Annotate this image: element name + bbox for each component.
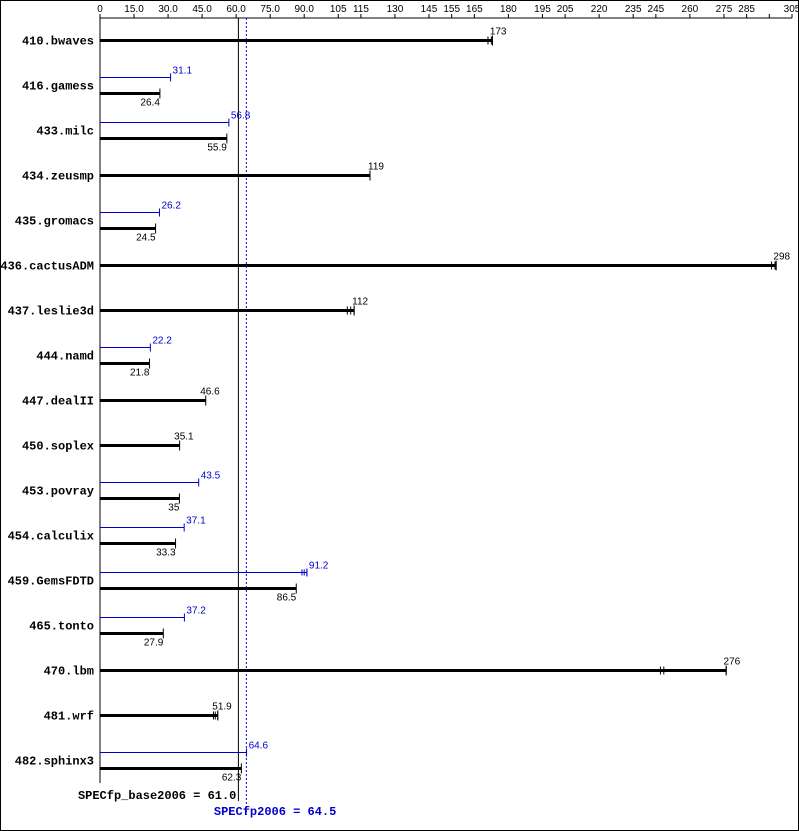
axis-tick-label: 15.0 <box>124 4 144 15</box>
benchmark-label: 435.gromacs <box>15 215 94 229</box>
benchmark-row: 410.bwaves 173 <box>22 27 507 49</box>
benchmark-label: 453.povray <box>22 485 94 499</box>
benchmark-label: 444.namd <box>36 350 94 364</box>
axis-tick-label: 105 <box>330 4 347 15</box>
benchmark-row: 447.dealII 46.6 <box>22 387 220 409</box>
peak-value: 37.2 <box>186 606 206 617</box>
benchmark-row: 444.namd 22.2 21.8 <box>36 336 172 379</box>
benchmark-label: 416.gamess <box>22 80 94 94</box>
benchmark-label: 410.bwaves <box>22 35 94 49</box>
base-value: 51.9 <box>212 702 232 713</box>
benchmark-row: 470.lbm 276 <box>44 657 741 679</box>
base-value: 86.5 <box>277 593 297 604</box>
ref-label-base: SPECfp_base2006 = 61.0 <box>78 789 236 803</box>
benchmark-row: 482.sphinx3 64.6 62.3 <box>15 741 269 784</box>
peak-value: 26.2 <box>161 201 181 212</box>
axis-tick-label: 275 <box>716 4 733 15</box>
benchmark-row: 481.wrf 51.9 <box>44 702 233 724</box>
base-value: 119 <box>368 162 384 173</box>
axis-tick-label: 285 <box>738 4 755 15</box>
benchmark-row: 454.calculix 37.1 33.3 <box>8 516 206 559</box>
x-axis: 0 15.0 30.0 45.0 60.0 75.0 90.0 105 115 130 145 155… <box>97 4 799 18</box>
benchmark-label: 436.cactusADM <box>0 260 94 274</box>
axis-tick-label: 235 <box>625 4 642 15</box>
axis-tick-label: 165 <box>466 4 483 15</box>
axis-tick-label: 130 <box>387 4 404 15</box>
axis-tick-label: 155 <box>443 4 460 15</box>
base-value: 27.9 <box>144 638 164 649</box>
benchmark-row: 465.tonto 37.2 27.9 <box>29 606 206 649</box>
axis-tick-label: 145 <box>421 4 438 15</box>
axis-tick-label: 195 <box>534 4 551 15</box>
base-value: 46.6 <box>200 387 220 398</box>
axis-tick-label: 220 <box>591 4 608 15</box>
peak-value: 31.1 <box>173 66 193 77</box>
axis-tick-label: 0 <box>97 4 103 15</box>
benchmark-label: 454.calculix <box>8 530 94 544</box>
benchmark-row: 416.gamess 31.1 26.4 <box>22 66 192 109</box>
base-value: 55.9 <box>207 143 227 154</box>
figure-border <box>1 1 799 831</box>
benchmark-row: 459.GemsFDTD 91.2 86.5 <box>8 561 329 604</box>
axis-tick-label: 45.0 <box>192 4 212 15</box>
benchmark-row: 437.leslie3d 112 <box>8 297 369 319</box>
benchmark-label: 482.sphinx3 <box>15 755 94 769</box>
benchmark-row: 433.milc 56.8 55.9 <box>36 111 250 154</box>
benchmark-row: 436.cactusADM 298 <box>0 252 790 274</box>
benchmark-label: 465.tonto <box>29 620 94 634</box>
benchmark-label: 433.milc <box>36 125 94 139</box>
base-value: 24.5 <box>136 233 156 244</box>
benchmark-label: 459.GemsFDTD <box>8 575 94 589</box>
benchmark-row: 435.gromacs 26.2 24.5 <box>15 201 182 244</box>
base-value: 173 <box>490 27 507 38</box>
base-value: 62.3 <box>222 773 242 784</box>
axis-tick-label: 30.0 <box>158 4 178 15</box>
axis-tick-label: 260 <box>682 4 699 15</box>
base-value: 298 <box>773 252 790 263</box>
benchmark-label: 447.dealII <box>22 395 94 409</box>
axis-tick-label: 205 <box>557 4 574 15</box>
axis-tick-label: 115 <box>353 4 369 15</box>
base-value: 21.8 <box>130 368 150 379</box>
benchmark-label: 450.soplex <box>22 440 94 454</box>
axis-tick-label: 75.0 <box>260 4 280 15</box>
benchmark-label: 434.zeusmp <box>22 170 94 184</box>
benchmark-label: 470.lbm <box>44 665 94 679</box>
peak-value: 64.6 <box>249 741 269 752</box>
benchmark-row: 453.povray 43.5 35 <box>22 471 221 514</box>
ref-label-peak: SPECfp2006 = 64.5 <box>214 805 336 819</box>
peak-value: 22.2 <box>152 336 172 347</box>
peak-value: 56.8 <box>231 111 251 122</box>
benchmark-row: 434.zeusmp 119 <box>22 162 384 184</box>
base-value: 112 <box>352 297 368 308</box>
base-value: 35 <box>168 503 180 514</box>
benchmark-chart: 0 15.0 30.0 45.0 60.0 75.0 90.0 105 115 130 145 155… <box>0 0 799 831</box>
benchmark-row: 450.soplex 35.1 <box>22 432 194 454</box>
benchmark-label: 437.leslie3d <box>8 305 94 319</box>
benchmark-label: 481.wrf <box>44 710 94 724</box>
peak-value: 43.5 <box>201 471 221 482</box>
peak-value: 91.2 <box>309 561 329 572</box>
axis-tick-label: 245 <box>648 4 665 15</box>
axis-tick-label: 90.0 <box>294 4 314 15</box>
base-value: 276 <box>724 657 741 668</box>
base-value: 33.3 <box>156 548 176 559</box>
base-value: 35.1 <box>174 432 194 443</box>
axis-tick-label: 180 <box>500 4 517 15</box>
base-value: 26.4 <box>140 98 160 109</box>
axis-tick-label: 60.0 <box>226 4 246 15</box>
axis-tick-label: 305 <box>784 4 799 15</box>
peak-value: 37.1 <box>186 516 206 527</box>
